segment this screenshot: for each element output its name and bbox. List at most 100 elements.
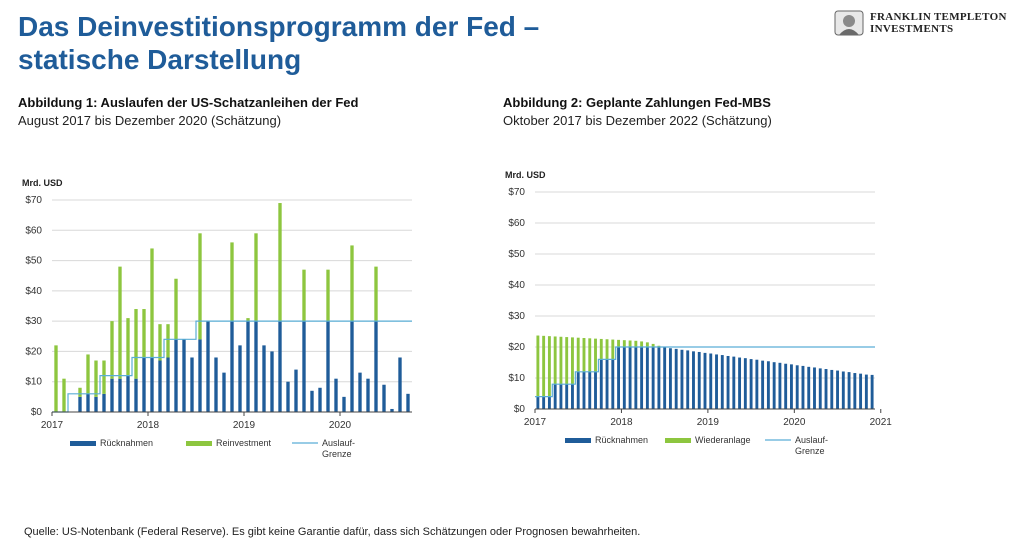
fig2-bar-redemptions (559, 384, 563, 409)
fig2-bar-redemptions (663, 347, 667, 409)
fig2-bar-redemptions (582, 371, 586, 409)
fig2-y-tick-label: $40 (508, 280, 525, 291)
fig2-bar-redemptions (755, 359, 759, 409)
page-title-line1: Das Deinvestitionsprogramm der Fed – (18, 11, 540, 42)
fig1-bar-redemptions (118, 378, 122, 412)
fig1-bar-reinvestment (254, 233, 258, 322)
fig1-legend-label: Auslauf-Grenze (322, 438, 355, 459)
fig1-bar-redemptions (270, 351, 274, 412)
fig1-bar-redemptions (238, 345, 242, 412)
fig1-bar-reinvestment (350, 245, 354, 322)
fig1-bar-redemptions (302, 321, 306, 412)
fig2-bar-redemptions (807, 366, 811, 409)
fig2-bar-redemptions (703, 352, 707, 409)
fig1-bar-redemptions (246, 321, 250, 412)
fig2-y-tick-label: $30 (508, 311, 525, 322)
fig1-bar-reinvestment (246, 318, 250, 322)
fig1-cap-line (52, 320, 412, 413)
fig2-bar-reinvestment (657, 345, 661, 347)
fig2-legend-swatch (665, 438, 691, 443)
fig2-bar-redemptions (536, 396, 540, 409)
fig1-bar-reinvestment (174, 278, 178, 340)
fig2-bar-redemptions (743, 358, 747, 409)
fig1-bar-redemptions (110, 378, 114, 412)
fig1-y-tick-label: $10 (25, 377, 42, 388)
fig2-bar-redemptions (824, 369, 828, 409)
fig1-bar-reinvestment (86, 354, 90, 394)
figure1-title: Abbildung 1: Auslaufen der US-Schatzanle… (18, 95, 359, 110)
fig2-bar-redemptions (611, 359, 615, 409)
fig2-bar-redemptions (726, 355, 730, 409)
fig1-bar-redemptions (134, 378, 138, 412)
fig1-y-tick-label: $50 (25, 256, 42, 267)
fig2-bar-redemptions (790, 364, 793, 409)
fig1-bar-reinvestment (54, 345, 58, 412)
fig1-bar-redemptions (86, 393, 90, 412)
fig2-bar-redemptions (697, 351, 701, 409)
fig2-bar-redemptions (553, 384, 557, 409)
fig1-bar-reinvestment (302, 269, 306, 322)
chart-mbs-payments: Mrd. USD $0 $10 $20 $30 $40 $50 $60 $70 2017 2018 2… (505, 170, 893, 456)
fig2-bar-redemptions (784, 363, 788, 409)
fig1-bar-redemptions (382, 384, 386, 412)
fig1-bar-redemptions (78, 396, 82, 412)
fig2-bar-reinvestment (611, 339, 615, 360)
fig2-bar-redemptions (634, 347, 638, 409)
fig1-bar-redemptions (222, 372, 226, 412)
fig2-bar-reinvestment (645, 342, 649, 347)
fig1-x-tick-label: 2018 (137, 420, 160, 431)
fig1-bar-reinvestment (118, 266, 122, 379)
fig1-y-tick-label: $20 (25, 346, 42, 357)
fig1-bar-redemptions (406, 393, 410, 412)
fig2-bar-redemptions (732, 356, 736, 409)
fig2-bar-redemptions (818, 368, 822, 409)
fig1-bar-redemptions (262, 345, 266, 412)
fig1-x-tick-label: 2019 (233, 420, 256, 431)
fig1-bar-reinvestment (150, 248, 154, 358)
figure2-title: Abbildung 2: Geplante Zahlungen Fed-MBS (503, 95, 771, 110)
logo-text: FRANKLIN TEMPLETON INVESTMENTS (870, 11, 1007, 35)
fig2-x-tick-label: 2021 (870, 417, 893, 428)
fig2-bar-redemptions (640, 347, 644, 409)
fig1-bar-redemptions (318, 387, 322, 412)
fig2-bar-reinvestment (651, 343, 655, 347)
fig2-bar-reinvestment (594, 338, 597, 372)
fig1-bar-reinvestment (142, 309, 146, 358)
fig2-bar-reinvestment (565, 337, 569, 385)
fig1-bar-reinvestment (374, 266, 378, 322)
fig1-bar-reinvestment (126, 318, 130, 376)
fig1-x-tick-label: 2017 (41, 420, 64, 431)
fig2-bar-redemptions (841, 371, 845, 409)
fig2-bar-redemptions (668, 348, 672, 409)
fig1-bar-reinvestment (166, 324, 170, 358)
fig1-bar-redemptions (334, 378, 338, 412)
fig1-bar-reinvestment (134, 309, 138, 379)
fig2-bar-redemptions (859, 373, 863, 409)
fig2-bar-reinvestment (628, 340, 632, 347)
fig1-y-tick-label: $40 (25, 286, 42, 297)
fig2-bar-redemptions (738, 357, 742, 409)
source-note: Quelle: US-Notenbank (Federal Reserve). … (24, 526, 641, 538)
fig1-bar-redemptions (358, 372, 362, 412)
fig1-y-tick-label: $0 (31, 407, 43, 418)
logo-line1: FRANKLIN TEMPLETON (870, 11, 1007, 23)
fig1-bar-reinvestment (62, 378, 66, 412)
fig2-bar-redemptions (801, 365, 805, 409)
fig2-bar-redemptions (709, 353, 713, 409)
fig2-y-tick-label: $60 (508, 218, 525, 229)
fig1-x-tick-label: 2020 (329, 420, 352, 431)
fig1-bar-redemptions (214, 357, 218, 412)
fig2-bar-redemptions (749, 359, 753, 409)
fig2-bar-reinvestment (536, 335, 540, 397)
fig2-bar-reinvestment (547, 336, 551, 397)
fig2-bar-redemptions (853, 373, 857, 409)
fig2-bar-redemptions (605, 359, 609, 409)
page-title-line2: statische Darstellung (18, 44, 302, 75)
fig1-bar-redemptions (182, 339, 186, 412)
fig1-bar-redemptions (254, 321, 258, 412)
fig1-bar-redemptions (286, 381, 290, 412)
fig2-bar-reinvestment (582, 338, 586, 372)
fig2-cap-line (535, 346, 875, 398)
logo-line2: INVESTMENTS (870, 23, 954, 35)
fig2-bar-reinvestment (605, 339, 609, 360)
